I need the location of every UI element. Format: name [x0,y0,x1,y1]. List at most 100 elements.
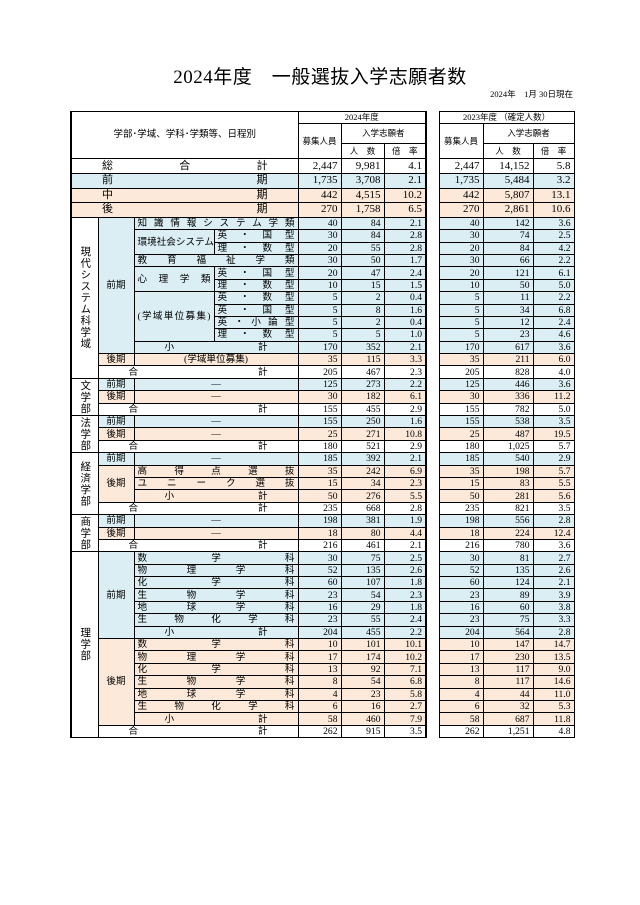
table-gap [426,551,440,565]
applicants-header-2023: 入学志願者 [482,123,575,145]
table-gap [426,341,440,354]
table-gap [426,650,440,664]
capacity-2023: 30 [438,551,484,565]
table-gap [426,564,440,577]
table-row: 商学部 前期 —198 381 1.9 198 556 2.8 [70,514,575,553]
capacity-2023: 25 [438,427,484,441]
capacity-2024: 1,735 [297,172,342,189]
ratio-2024: 2.8 [383,229,428,243]
period-label: 後期 [97,353,135,367]
ratio-2023: 12.4 [532,526,575,540]
applicants-2023: 780 [482,538,534,553]
ratio-2023: 2.8 [532,625,575,640]
subtotal-label: 小 計 [133,489,299,503]
ratio-2024: 1.5 [383,278,428,293]
ratio-2023: 3.6 [532,377,575,392]
exam-type: 理・数型 [213,241,299,255]
table-row: 理・数型 20 55 2.8 20 84 4.2 [71,241,575,255]
ratio-2024: 6.9 [383,464,428,478]
ratio-2024: 2.5 [383,551,428,565]
applicants-2023: 2,861 [482,202,534,218]
ratio-2023: 13.5 [532,650,575,664]
table-gap [426,254,440,267]
applicants-2023: 5,807 [482,187,534,204]
faculty-name: 経済学部 [70,452,99,516]
ratio-2023: 3.8 [532,600,575,615]
ratio-2023: 4.6 [532,328,575,342]
applicants-2024: 107 [340,576,385,590]
table-row: 後期 —18 80 4.4 18 224 12.4 [71,526,575,540]
capacity-2023: 60 [438,576,484,590]
capacity-2023: 5 [438,328,484,342]
table-gap [426,527,440,540]
subject-name: 教育福祉学類 [133,253,299,268]
ratio-2024: 10.8 [383,427,428,441]
applicants-2023: 124 [482,576,534,590]
table-gap [426,217,440,230]
applicants-2024: 521 [340,439,385,454]
table-gap [426,502,440,515]
table-row: 理・数型 5 5 1.0 5 23 4.6 [71,328,575,342]
capacity-2023: 50 [438,489,484,503]
capacity-2023: 30 [438,229,484,243]
capacity-2023: 18 [438,526,484,540]
capacity-2023: 198 [438,514,484,528]
ratio-2024: 1.7 [383,253,428,268]
exam-type: 英・国型 [213,229,299,243]
summary-label: 前 期 [69,172,299,189]
summary-label: 中 期 [69,187,299,204]
table-row: ユニーク選抜 15 34 2.3 15 83 5.5 [71,476,575,491]
ratio-2024: 3.5 [383,724,428,739]
table-gap [426,266,440,280]
applicants-2023: 687 [482,712,534,726]
ratio-2024: 3.3 [383,353,428,367]
capacity-2023: 185 [438,452,484,466]
ratio-2023: 5.0 [532,278,575,293]
subject-name: — [133,427,299,441]
applicants-2023: 281 [482,489,534,503]
capacity-2023: 23 [438,588,484,602]
faculty-name: 現代システム科学域 [70,216,99,379]
capacity-2024: 30 [297,551,342,565]
table-row: 合 計 205 467 2.3 205 828 4.0 [71,365,575,379]
ratio-2023: 6.0 [532,353,575,367]
capacity-2024: 205 [297,365,342,379]
applicants-2024: 467 [340,365,385,379]
applicants-2023: 83 [482,476,534,491]
applicants-2023: 1,251 [482,724,534,739]
table-row: 合 計 155 455 2.9 155 782 5.0 [71,402,575,417]
table-gap [426,626,440,639]
capacity-2023: 17 [438,650,484,664]
applicants-2023: 782 [482,402,534,417]
applicants-2024: 8 [340,303,385,317]
capacity-2023: 216 [438,538,484,553]
capacity-2024: 30 [297,253,342,268]
table-gap [426,353,440,366]
count-header-2023: 人 数 [482,143,534,160]
subject-name: — [133,414,299,429]
capacity-2024: 155 [297,414,342,429]
table-row: 中 期 442 4,515 10.2 442 5,807 13.1 [69,187,575,204]
ratio-2023: 4.8 [532,724,575,739]
table-row: 後期 —25 271 10.8 25 487 19.5 [71,427,575,441]
applicants-2023: 135 [482,563,534,578]
table-gap [426,279,440,292]
ratio-2024: 1.8 [383,576,428,590]
table-row: 物理学科 17 174 10.2 17 230 13.5 [71,650,575,664]
capacity-2024: 5 [297,315,342,330]
ratio-2024: 2.1 [383,172,428,189]
ratio-2024: 2.8 [383,501,428,516]
capacity-2024: 20 [297,266,342,280]
ratio-2023: 2.8 [532,514,575,528]
table-row: 小 計 170 352 2.1 170 617 3.6 [71,340,575,355]
table-gap [426,427,440,441]
ratio-2024: 2.3 [383,588,428,602]
ratio-2023: 5.6 [532,489,575,503]
table-row: 後期 高得点選抜 35 242 6.9 35 198 5.7 [71,464,575,503]
period-label: 前期 [97,452,135,466]
capacity-2024: 25 [297,427,342,441]
table-row: 法学部 前期 —155 250 1.6 155 538 3.5 [70,414,575,454]
table-row: 教育福祉学類 30 50 1.7 30 66 2.2 [71,253,575,268]
applicants-table: 学部･学域、学科･学類等、日程別 2024年度 2023年度 （確定人数） 募集… [69,110,575,739]
